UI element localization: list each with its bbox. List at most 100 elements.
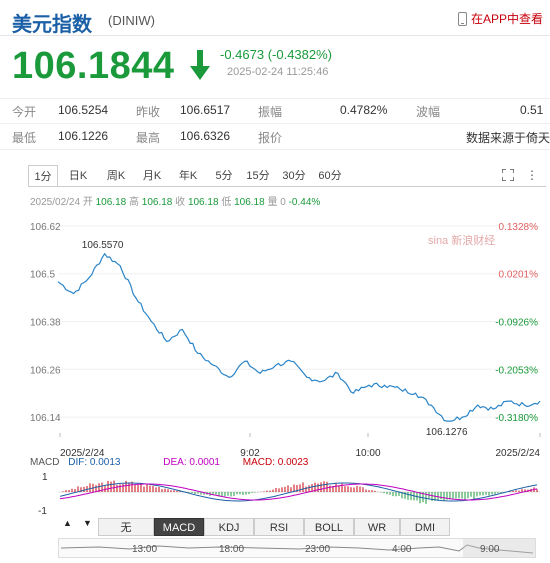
price-change: -0.4673 (-0.4382%) bbox=[220, 47, 333, 62]
price-line bbox=[57, 252, 541, 422]
indicator-rsi-button[interactable]: RSI bbox=[254, 518, 304, 536]
bar-vol: 0 bbox=[280, 197, 286, 208]
stat-label: 振幅 bbox=[258, 105, 283, 119]
stat-label: 波幅 bbox=[416, 105, 441, 119]
dea-line bbox=[59, 483, 538, 501]
down-arrow-icon bbox=[190, 50, 210, 80]
tab-15min[interactable]: 15分 bbox=[246, 170, 270, 182]
stat-value: 0.4782% bbox=[340, 103, 388, 117]
tab-5min[interactable]: 5分 bbox=[215, 170, 233, 182]
indicator-macd-button[interactable]: MACD bbox=[154, 518, 204, 536]
stat-label: 最高 bbox=[136, 131, 161, 145]
max-price-label: 106.5570 bbox=[82, 240, 124, 251]
bar-close-label: 收 bbox=[175, 197, 186, 208]
indicator-wr-button[interactable]: WR bbox=[354, 518, 400, 536]
tab-1min[interactable]: 1分 bbox=[28, 165, 58, 187]
min-price-label: 106.1276 bbox=[426, 427, 468, 438]
pct-tick-label: 0.1328% bbox=[499, 222, 539, 233]
pct-tick-label: 0.0201% bbox=[499, 270, 539, 281]
tab-30min[interactable]: 30分 bbox=[282, 170, 306, 182]
time-navigator[interactable] bbox=[58, 538, 536, 558]
stat-value: 106.1226 bbox=[58, 129, 109, 143]
navigator-label: 18:00 bbox=[219, 544, 245, 555]
stat-value: 0.51 bbox=[520, 103, 544, 117]
navigator-label: 23:00 bbox=[305, 544, 331, 555]
bar-high-label: 高 bbox=[129, 197, 139, 208]
bar-info: 2025/02/24 开 106.18 高 106.18 收 106.18 低 … bbox=[30, 193, 320, 208]
macd-title: MACD bbox=[30, 457, 60, 468]
stats-row: 最低 106.1226 最高 106.6326 报价 数据来源于倚天 bbox=[0, 129, 550, 149]
stats-divider bbox=[0, 98, 550, 99]
indicator-none-button[interactable]: 无 bbox=[98, 518, 154, 536]
pct-tick-label: -0.0926% bbox=[495, 318, 538, 329]
tab-underline bbox=[28, 186, 546, 187]
stats-divider bbox=[0, 149, 550, 150]
fullscreen-icon[interactable] bbox=[502, 169, 514, 181]
open-in-app-link[interactable]: 在APP中查看 bbox=[458, 10, 543, 27]
y-tick-label: 106.62 bbox=[30, 222, 61, 233]
bar-date: 2025/02/24 bbox=[30, 197, 81, 208]
stats-row: 今开 106.5254 昨收 106.6517 振幅 0.4782% 波幅 0.… bbox=[0, 103, 550, 123]
x-tick-label: 9:02 bbox=[240, 448, 260, 458]
bar-high: 106.18 bbox=[141, 197, 173, 208]
price-chart-svg: sina 新浪财经 106.62 0.1328% 106.5 0.0201% 106.38… bbox=[30, 222, 541, 459]
navigator-label: 9:00 bbox=[480, 544, 500, 555]
stat-label: 昨收 bbox=[136, 105, 161, 119]
tab-year-k[interactable]: 年K bbox=[178, 170, 198, 182]
bar-low: 106.18 bbox=[234, 197, 265, 208]
bar-pct: -0.44% bbox=[288, 197, 321, 208]
y-tick-label: 106.14 bbox=[30, 413, 61, 424]
bar-low-label: 低 bbox=[221, 197, 232, 208]
macd-dea: DEA: 0.0001 bbox=[163, 457, 220, 468]
stats-divider bbox=[0, 123, 550, 124]
current-price: 106.1844 bbox=[12, 45, 175, 87]
tab-60min[interactable]: 60分 bbox=[318, 170, 342, 182]
data-source-note: 数据来源于倚天 bbox=[466, 131, 550, 145]
macd-value: MACD: 0.0023 bbox=[242, 457, 309, 468]
tab-month-k[interactable]: 月K bbox=[142, 170, 162, 182]
navigator-label: 13:00 bbox=[132, 544, 158, 555]
bar-open: 106.18 bbox=[95, 197, 127, 208]
x-tick-label: 10:00 bbox=[355, 448, 380, 458]
scroll-right-icon[interactable]: ▼ bbox=[83, 518, 92, 528]
stat-value: 106.5254 bbox=[58, 103, 109, 117]
open-in-app-label: 在APP中查看 bbox=[471, 12, 544, 26]
indicator-boll-button[interactable]: BOLL bbox=[304, 518, 354, 536]
macd-y-tick: -1 bbox=[38, 506, 47, 516]
x-tick-label: 2025/2/24 bbox=[496, 448, 541, 458]
header-divider bbox=[0, 35, 550, 36]
macd-legend: MACD DIF: 0.0013 DEA: 0.0001 MACD: 0.002… bbox=[30, 457, 308, 468]
navigator-sparkline bbox=[60, 539, 535, 557]
x-tick-label: 2025/2/24 bbox=[60, 448, 105, 458]
stat-value: 106.6326 bbox=[180, 129, 231, 143]
dif-line bbox=[59, 482, 538, 502]
bar-vol-label: 量 bbox=[267, 197, 278, 208]
macd-chart: 1 -1 bbox=[38, 472, 540, 516]
pct-tick-label: -0.2053% bbox=[495, 365, 538, 376]
stat-label: 最低 bbox=[12, 131, 37, 145]
watermark-text: sina 新浪财经 bbox=[428, 233, 495, 247]
indicator-dmi-button[interactable]: DMI bbox=[400, 518, 450, 536]
bar-open-label: 开 bbox=[82, 197, 93, 208]
tab-week-k[interactable]: 周K bbox=[106, 170, 126, 182]
stat-value: 106.6517 bbox=[180, 103, 231, 117]
price-chart[interactable]: sina 新浪财经 106.62 0.1328% 106.5 0.0201% 106.38… bbox=[0, 208, 550, 459]
indicator-kdj-button[interactable]: KDJ bbox=[204, 518, 254, 536]
pct-tick-label: -0.3180% bbox=[495, 413, 538, 424]
y-tick-label: 106.5 bbox=[30, 270, 55, 281]
page-title: 美元指数 bbox=[12, 14, 92, 36]
quote-timestamp: 2025-02-24 11:25:46 bbox=[227, 66, 329, 78]
symbol-code: (DINIW) bbox=[108, 13, 155, 28]
stat-label: 报价 bbox=[258, 131, 283, 145]
y-tick-label: 106.38 bbox=[30, 318, 61, 329]
stat-label: 今开 bbox=[12, 105, 37, 119]
macd-dif: DIF: 0.0013 bbox=[68, 457, 121, 468]
macd-y-tick: 1 bbox=[42, 472, 48, 483]
scroll-left-icon[interactable]: ▲ bbox=[63, 518, 72, 528]
bar-close: 106.18 bbox=[187, 197, 219, 208]
tab-day-k[interactable]: 日K bbox=[68, 170, 88, 182]
more-icon[interactable]: ⋮ bbox=[526, 168, 538, 182]
phone-icon bbox=[458, 11, 467, 26]
y-tick-label: 106.26 bbox=[30, 365, 61, 376]
navigator-label: 4:00 bbox=[392, 544, 412, 555]
